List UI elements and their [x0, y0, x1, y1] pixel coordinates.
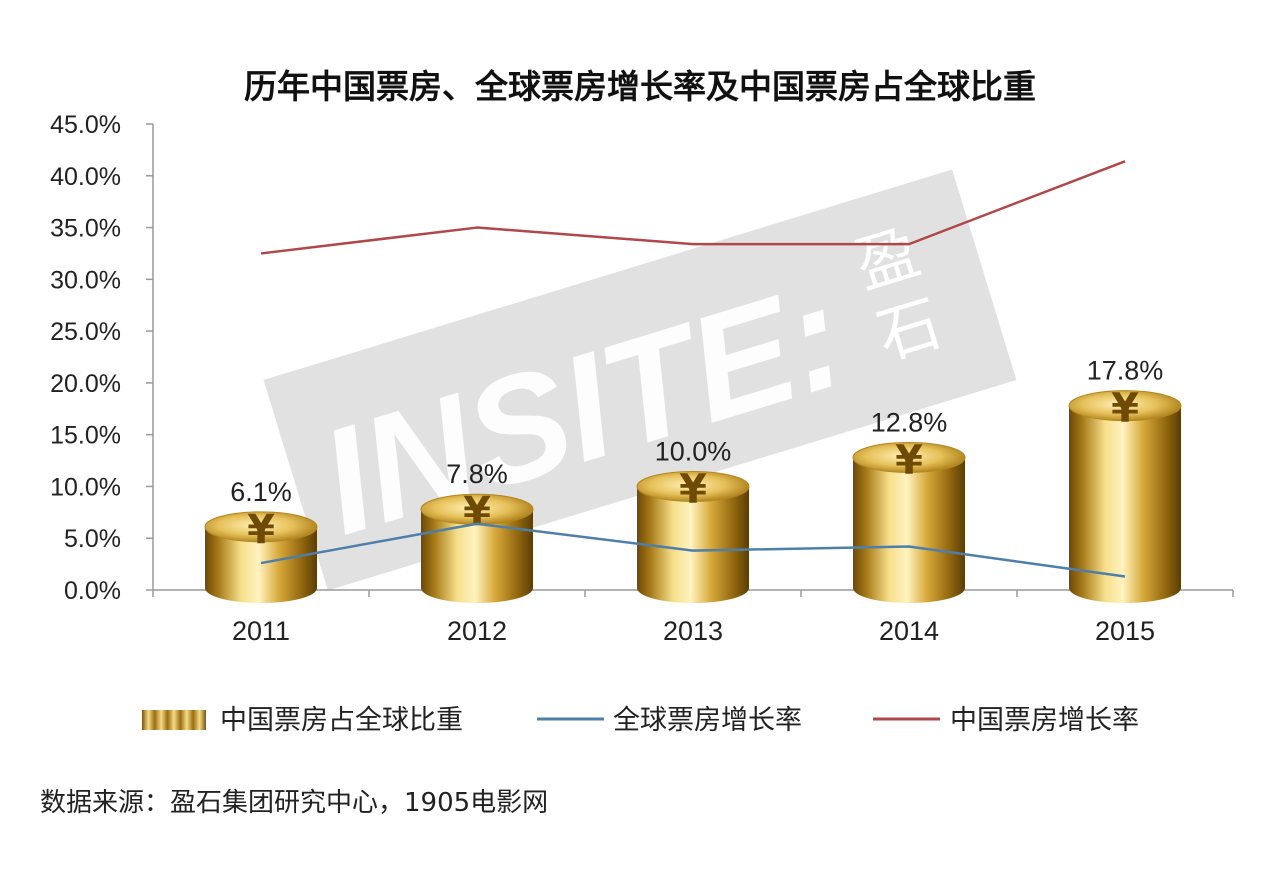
yen-icon: ¥ [247, 507, 275, 553]
bar-series: ¥6.1% ¥7.8% ¥10.0% ¥12.8% ¥17.8% [204, 356, 1182, 603]
bar-body [205, 526, 317, 603]
legend-label: 中国票房增长率 [950, 705, 1139, 736]
bar-2014: ¥12.8% [852, 407, 966, 603]
y-tick-label: 40.0% [50, 163, 121, 191]
bar-body [1069, 405, 1181, 603]
bar-2013: ¥10.0% [636, 436, 750, 603]
y-tick-label: 15.0% [50, 422, 121, 450]
watermark-band [263, 169, 1017, 591]
data-label: 17.8% [1087, 356, 1164, 386]
y-tick-label: 25.0% [50, 318, 121, 346]
bar-top [852, 441, 966, 473]
y-tick-label: 30.0% [50, 266, 121, 294]
yen-icon: ¥ [1111, 386, 1139, 432]
y-tick-label: 10.0% [50, 473, 121, 501]
bar-top [1068, 390, 1182, 422]
legend-swatch-bar [142, 710, 206, 730]
data-label: 12.8% [871, 407, 948, 437]
yen-icon: ¥ [679, 466, 707, 512]
y-tick-label: 20.0% [50, 370, 121, 398]
line-series [260, 160, 1126, 578]
y-tick-label: 0.0% [64, 577, 121, 605]
yen-icon: ¥ [895, 437, 923, 483]
x-tick-label: 2015 [1095, 616, 1155, 646]
legend-label: 中国票房占全球比重 [220, 705, 463, 736]
y-tick-label: 35.0% [50, 215, 121, 243]
x-tick-label: 2013 [663, 616, 723, 646]
legend-label: 全球票房增长率 [613, 705, 802, 736]
bar-body [637, 486, 749, 603]
bar-top [636, 470, 750, 502]
bar-body [421, 509, 533, 603]
bar-2015: ¥17.8% [1068, 356, 1182, 603]
yen-icon: ¥ [463, 489, 491, 535]
data-label: 7.8% [446, 459, 508, 489]
x-tick-label: 2012 [447, 616, 507, 646]
line-中国票房增长率 [260, 160, 1126, 255]
data-label: 10.0% [655, 436, 732, 466]
y-tick-label: 45.0% [50, 111, 121, 139]
legend: 中国票房占全球比重 全球票房增长率 中国票房增长率 [142, 705, 1139, 736]
y-tick-label: 5.0% [64, 525, 121, 553]
bar-top [204, 511, 318, 543]
bar-2011: ¥6.1% [204, 477, 318, 603]
x-tick-label: 2014 [879, 616, 939, 646]
data-label: 6.1% [230, 477, 292, 507]
chart-title: 历年中国票房、全球票房增长率及中国票房占全球比重 [244, 67, 1036, 106]
bar-body [853, 457, 965, 603]
axes: 0.0% 5.0% 10.0% 15.0% 20.0% 25.0% 30.0% 35.0% 40… [50, 111, 1234, 646]
source-note: 数据来源：盈石集团研究中心，1905电影网 [40, 788, 548, 818]
bar-2012: ¥7.8% [420, 459, 534, 603]
x-tick-label: 2011 [232, 616, 290, 646]
